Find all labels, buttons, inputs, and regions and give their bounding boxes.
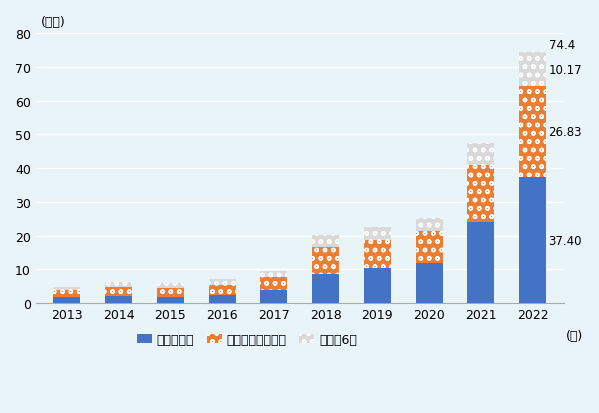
Bar: [261, 277, 288, 290]
Bar: [157, 289, 184, 297]
Bar: [416, 231, 443, 263]
Bar: [105, 287, 132, 297]
Bar: [53, 288, 80, 291]
Bar: [53, 288, 80, 291]
Bar: [519, 53, 546, 87]
Text: 74.4: 74.4: [549, 39, 575, 52]
Bar: [208, 285, 235, 296]
Bar: [208, 296, 235, 304]
Bar: [53, 291, 80, 297]
Bar: [261, 290, 288, 304]
Bar: [519, 53, 546, 87]
Text: (年): (年): [566, 329, 583, 342]
Bar: [312, 235, 339, 247]
Bar: [105, 287, 132, 297]
Bar: [467, 166, 494, 222]
Bar: [208, 280, 235, 285]
Bar: [416, 263, 443, 304]
Bar: [364, 227, 391, 240]
Bar: [364, 227, 391, 240]
Bar: [261, 277, 288, 290]
Bar: [157, 283, 184, 289]
Text: (万台): (万台): [41, 16, 66, 29]
Text: 10.17: 10.17: [549, 64, 582, 76]
Bar: [261, 271, 288, 277]
Bar: [467, 144, 494, 166]
Bar: [519, 87, 546, 178]
Bar: [519, 87, 546, 178]
Bar: [105, 297, 132, 304]
Bar: [416, 219, 443, 231]
Bar: [467, 144, 494, 166]
Bar: [53, 291, 80, 297]
Bar: [157, 289, 184, 297]
Bar: [312, 247, 339, 274]
Text: 26.83: 26.83: [549, 126, 582, 139]
Bar: [105, 282, 132, 287]
Bar: [312, 247, 339, 274]
Bar: [364, 240, 391, 268]
Bar: [519, 178, 546, 304]
Bar: [467, 222, 494, 304]
Bar: [157, 297, 184, 304]
Bar: [157, 283, 184, 289]
Bar: [364, 268, 391, 304]
Bar: [105, 282, 132, 287]
Bar: [364, 240, 391, 268]
Bar: [261, 271, 288, 277]
Bar: [416, 231, 443, 263]
Bar: [208, 280, 235, 285]
Legend: その他の州, カリフォルニア州, 南東逇6州: その他の州, カリフォルニア州, 南東逇6州: [132, 328, 362, 351]
Bar: [312, 235, 339, 247]
Bar: [53, 297, 80, 304]
Bar: [208, 285, 235, 296]
Text: 37.40: 37.40: [549, 234, 582, 247]
Bar: [416, 219, 443, 231]
Bar: [467, 166, 494, 222]
Bar: [312, 274, 339, 304]
